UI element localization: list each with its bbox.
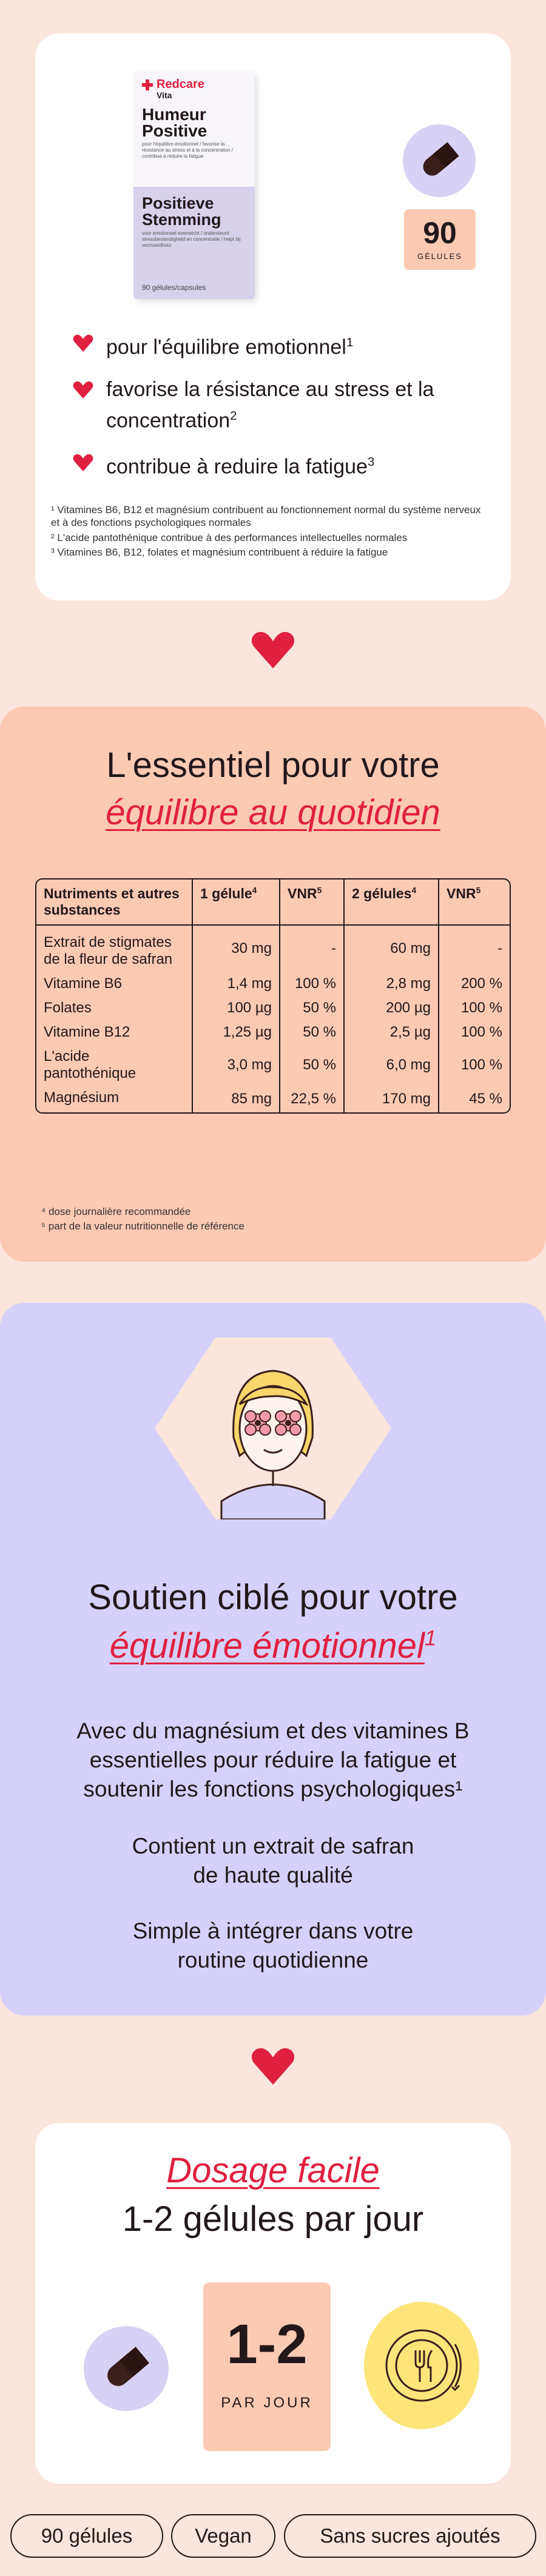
benefit-item: pour l'équilibre emotionnel1 <box>73 329 353 360</box>
capsule-badge <box>403 124 476 197</box>
table-cell: 100 % <box>438 1020 510 1044</box>
nutrition-section <box>0 707 546 1262</box>
table-cell: Vitamine B12 <box>44 1024 130 1040</box>
table-row: Vitamine B12 1,25 µg 50 % 2,5 µg 100 % <box>36 1020 510 1044</box>
count-number: 90 <box>423 216 457 250</box>
dosage-amount: 1-2 <box>226 2313 308 2375</box>
heart-icon <box>73 454 93 471</box>
face-icon <box>155 1337 391 1519</box>
table-header: Nutriments et autres substances <box>36 879 192 926</box>
table-cell: Extrait de stigmates de la fleur de safr… <box>44 934 173 967</box>
table-header: VNR5 <box>279 879 343 926</box>
benefit-text: contribue à reduire la fatigue <box>106 455 368 479</box>
cross-icon <box>142 79 153 90</box>
capsule-icon <box>423 142 459 176</box>
benefit-sup: 1 <box>346 336 354 349</box>
tag-chip: 90 gélules <box>10 2514 163 2558</box>
product-quantity: 90 gélules/capsules <box>142 283 206 292</box>
table-cell: 45 % <box>438 1086 510 1112</box>
table-header-row: Nutriments et autres substances 1 gélule… <box>36 879 510 926</box>
brand-logo: Redcare <box>142 78 246 92</box>
dosage-title: 1-2 gélules par jour <box>122 2199 424 2239</box>
table-cell: 6,0 mg <box>343 1044 438 1086</box>
count-unit: GÉLULES <box>417 252 462 261</box>
footnote: ² L'acide pantothénique contribue à des … <box>51 532 408 543</box>
heart-icon <box>73 381 93 399</box>
table-cell: Vitamine B6 <box>44 975 122 992</box>
support-paragraph: Avec du magnésium et des vitamines B ess… <box>76 1718 470 1801</box>
product-box: Redcare Vita Humeur Positive pour l'équi… <box>133 72 255 299</box>
table-cell: 100 µg <box>192 996 279 1020</box>
dosage-unit: PAR JOUR <box>221 2395 313 2411</box>
table-cell: 2,5 µg <box>343 1020 438 1044</box>
table-cell: 50 % <box>279 1044 343 1086</box>
table-cell: 100 % <box>438 996 510 1020</box>
sub-brand: Vita <box>157 90 172 100</box>
support-title-italic: équilibre émotionnel1 <box>109 1626 437 1666</box>
footnote: ³ Vitamines B6, B12, folates et magnésiu… <box>51 546 388 558</box>
table-cell: 100 % <box>438 1044 510 1086</box>
table-cell: 200 µg <box>343 996 438 1020</box>
heart-icon <box>251 2048 295 2085</box>
table-cell: 2,8 mg <box>343 972 438 996</box>
table-cell: 60 mg <box>343 926 438 972</box>
table-cell: 170 mg <box>343 1086 438 1112</box>
dosage-title-italic: Dosage facile <box>166 2151 380 2190</box>
count-badge: 90 GÉLULES <box>404 209 476 270</box>
benefit-sup: 3 <box>367 456 375 469</box>
capsule-icon <box>107 2347 150 2386</box>
product-claims-fr: pour l'équilibre émotionnel / favorise l… <box>142 141 233 159</box>
table-cell: 3,0 mg <box>192 1044 279 1086</box>
table-header: 1 gélule4 <box>192 879 279 926</box>
product-claims-nl: voor emotioneel evenwicht / ondersteunt … <box>142 230 241 248</box>
nutrition-table: Nutriments et autres substances 1 gélule… <box>35 878 511 1114</box>
table-row: Extrait de stigmates de la fleur de safr… <box>36 926 510 972</box>
table-cell: 1,4 mg <box>192 972 279 996</box>
benefit-item: contribue à reduire la fatigue3 <box>73 449 374 480</box>
table-cell: Folates <box>44 1000 92 1016</box>
product-name-fr: Humeur Positive <box>142 105 207 140</box>
table-row: Vitamine B6 1,4 mg 100 % 2,8 mg 200 % <box>36 972 510 996</box>
table-cell: 85 mg <box>192 1086 279 1112</box>
table-cell: - <box>279 926 343 972</box>
table-cell: - <box>438 926 510 972</box>
support-paragraph: Contient un extrait de safran de haute q… <box>132 1834 414 1888</box>
benefit-text: pour l'équilibre emotionnel <box>106 335 346 359</box>
brand-name: Redcare <box>157 78 204 91</box>
plate-badge <box>364 2302 479 2429</box>
table-row: Folates 100 µg 50 % 200 µg 100 % <box>36 996 510 1020</box>
product-name-nl: Positieve Stemming <box>142 194 221 229</box>
table-cell: 200 % <box>438 972 510 996</box>
table-cell: 1,25 µg <box>192 1020 279 1044</box>
table-cell: 50 % <box>279 1020 343 1044</box>
table-cell: 100 % <box>279 972 343 996</box>
dosage-badge: 1-2 PAR JOUR <box>203 2282 331 2451</box>
table-cell: 50 % <box>279 996 343 1020</box>
benefit-sup: 2 <box>230 409 237 423</box>
benefit-text: favorise la résistance au stress et la c… <box>106 378 434 432</box>
tag-chip: Vegan <box>171 2514 275 2558</box>
table-row: Magnésium 85 mg 22,5 % 170 mg 45 % <box>36 1086 510 1112</box>
nutrition-title-italic: équilibre au quotidien <box>106 793 440 832</box>
table-row: L'acide pantothénique 3,0 mg 50 % 6,0 mg… <box>36 1044 510 1086</box>
nutrition-title: L'essentiel pour votre <box>106 745 440 785</box>
benefit-item: favorise la résistance au stress et la c… <box>73 376 473 434</box>
capsule-badge <box>84 2326 169 2411</box>
table-cell: L'acide pantothénique <box>44 1048 136 1081</box>
table-cell: 22,5 % <box>279 1086 343 1112</box>
table-header: 2 gélules4 <box>343 879 438 926</box>
plate-icon <box>385 2329 462 2402</box>
tag-chip: Sans sucres ajoutés <box>284 2514 536 2558</box>
heart-icon <box>73 334 93 352</box>
table-header: VNR5 <box>438 879 510 926</box>
footnote: ¹ Vitamines B6, B12 et magnésium contrib… <box>51 504 481 528</box>
table-cell: Magnésium <box>44 1089 120 1106</box>
support-title: Soutien ciblé pour votre <box>88 1578 458 1617</box>
table-note: ⁵ part de la valeur nutritionnelle de ré… <box>41 1220 244 1232</box>
heart-icon <box>251 631 295 668</box>
table-note: ⁴ dose journalière recommandée <box>41 1206 191 1217</box>
table-cell: 30 mg <box>192 926 279 972</box>
support-paragraph: Simple à intégrer dans votre routine quo… <box>132 1919 414 1972</box>
